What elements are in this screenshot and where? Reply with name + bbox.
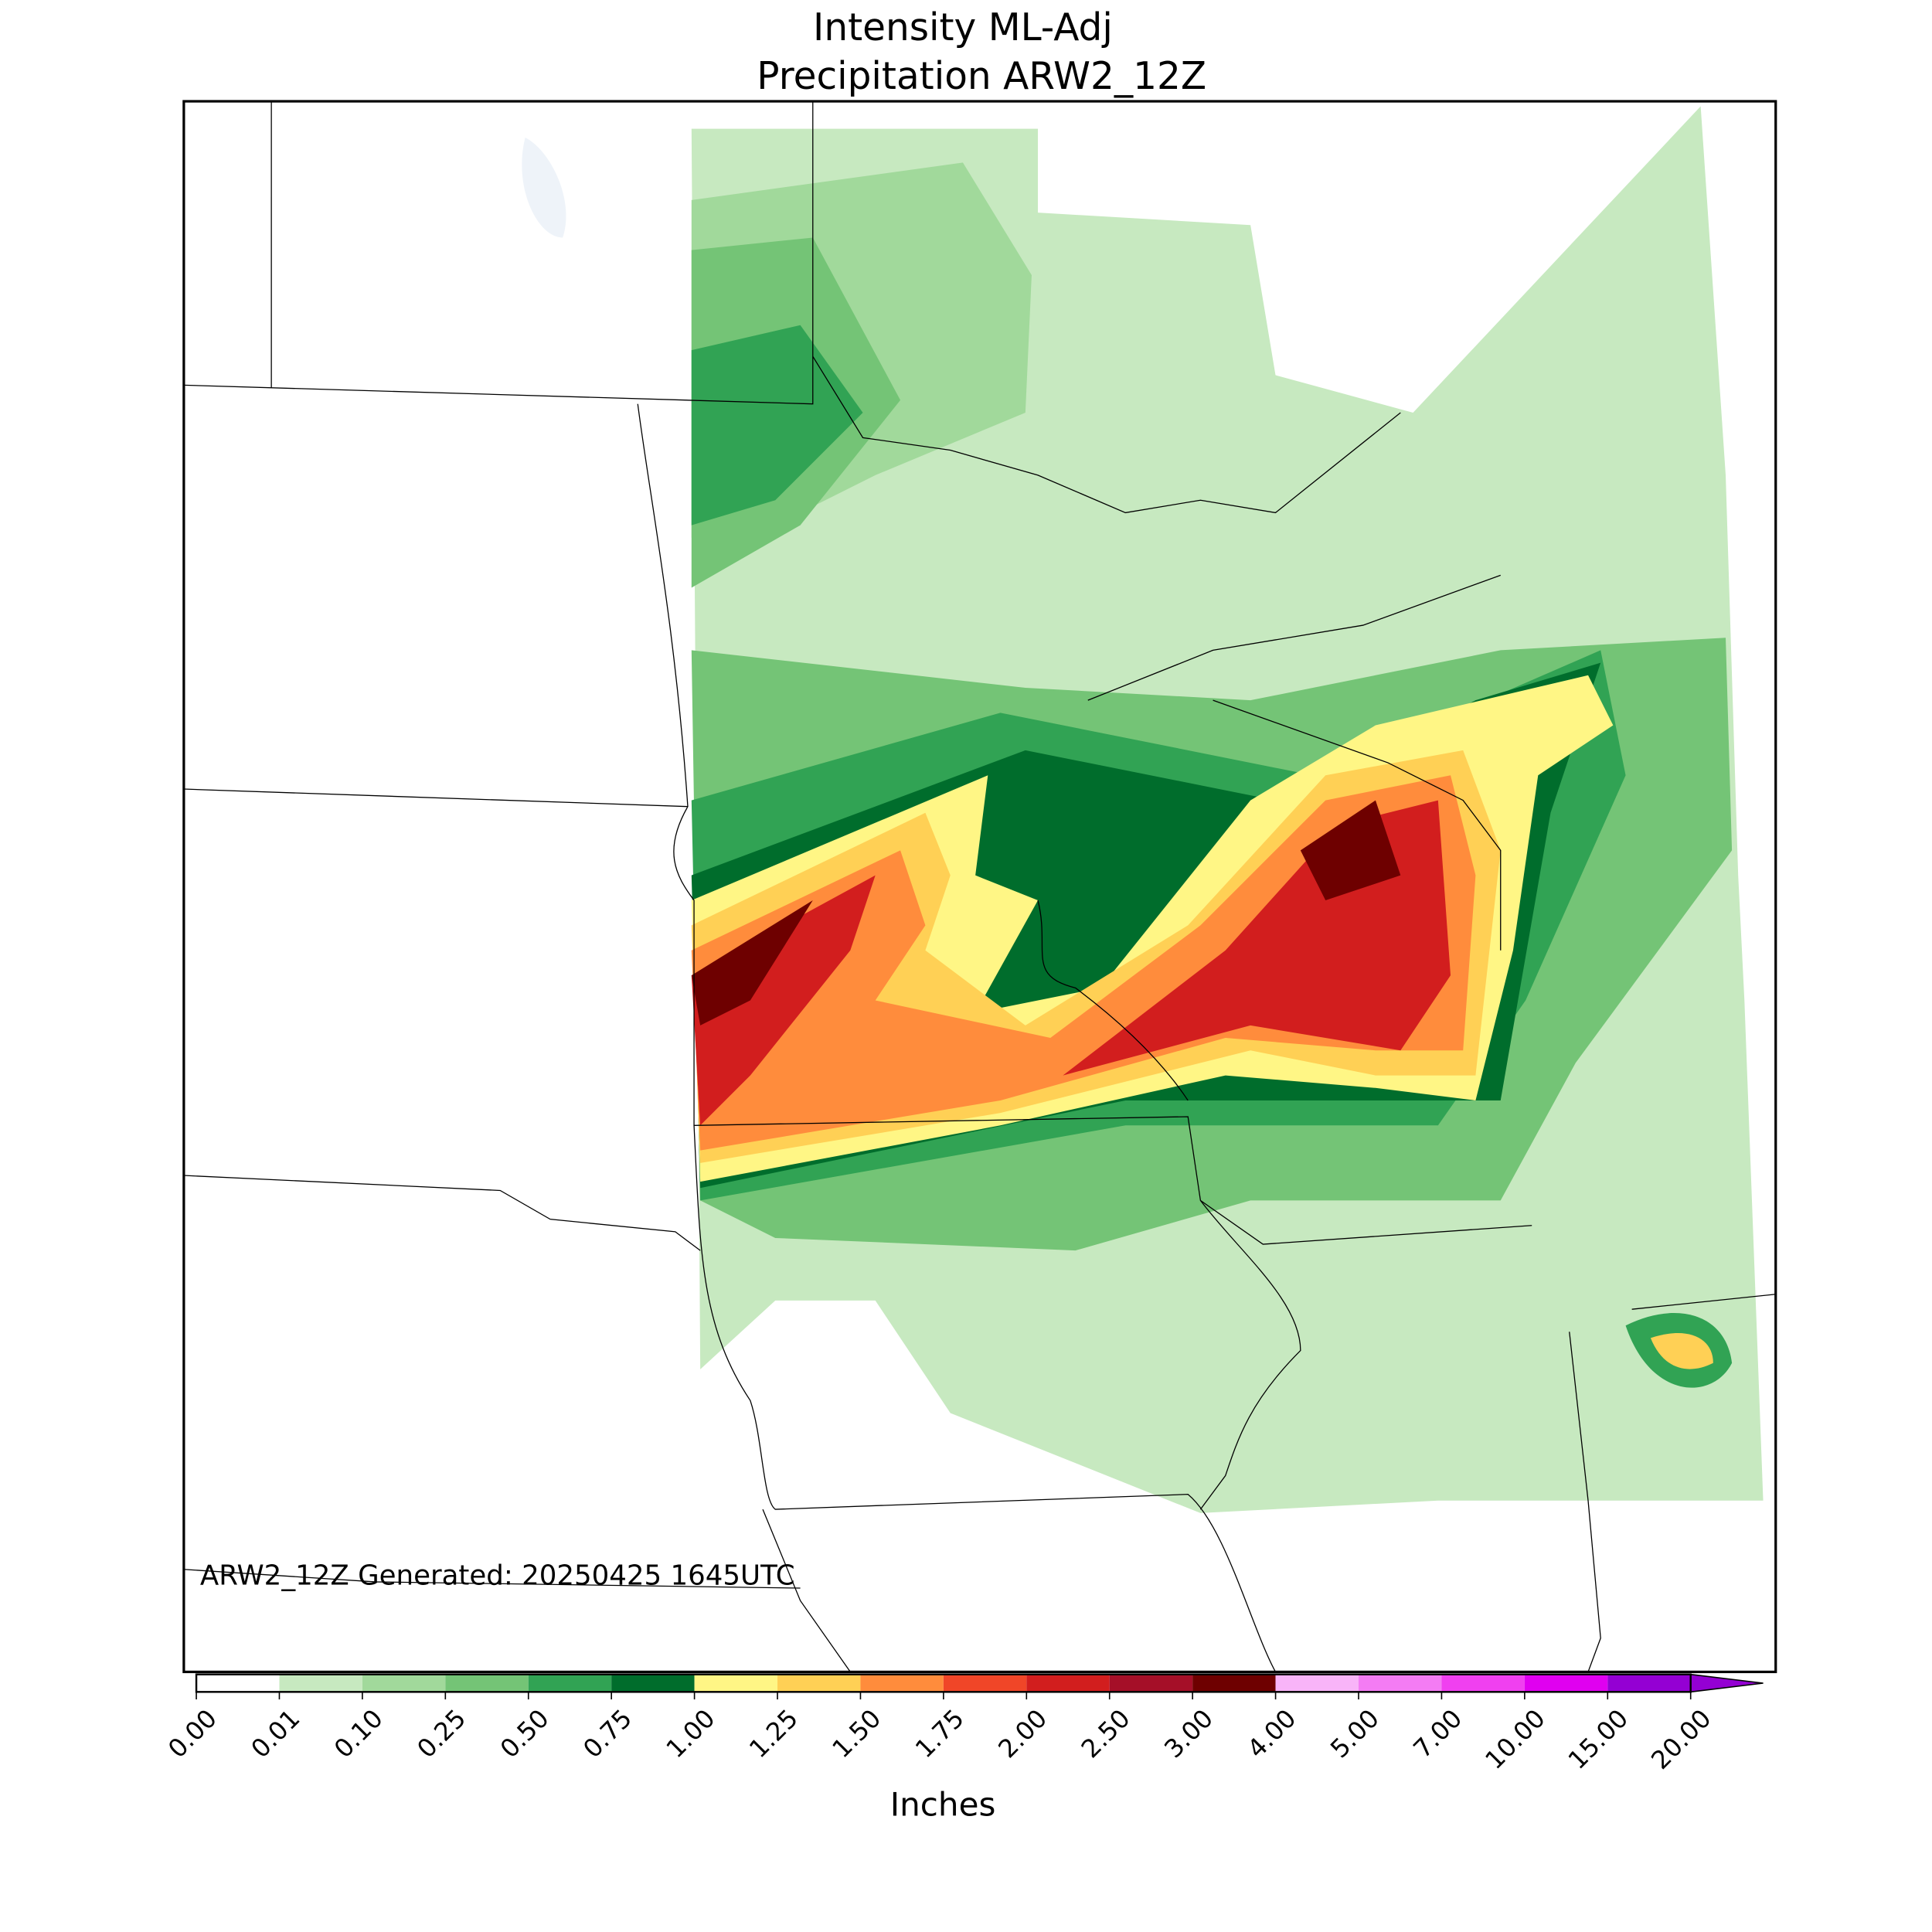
colorbar-segment [196, 1674, 280, 1692]
tick-label: 10.00 [1479, 1703, 1550, 1774]
colorbar-segment [1359, 1674, 1442, 1692]
colorbar-segment [1275, 1674, 1359, 1692]
tick-label: 1.50 [827, 1703, 887, 1764]
colorbar-segment [1607, 1674, 1691, 1692]
colorbar-segment [1192, 1674, 1276, 1692]
colorbar-label: Inches [890, 1786, 996, 1824]
tick-label: 0.10 [328, 1703, 389, 1764]
colorbar-segment [1524, 1674, 1608, 1692]
colorbar-segment [1441, 1674, 1525, 1692]
annotation: ARW2_12Z Generated: 20250425 1645UTC [200, 1560, 795, 1591]
tick-label: 1.25 [743, 1703, 804, 1764]
colorbar-segment [860, 1674, 944, 1692]
tick-label: 0.25 [411, 1703, 471, 1764]
colorbar-segment [611, 1674, 695, 1692]
colorbar-segment [445, 1674, 529, 1692]
colorbar-segment [362, 1674, 446, 1692]
map [183, 101, 1776, 1672]
colorbar-segment [694, 1674, 778, 1692]
map-frame [182, 100, 1777, 1674]
colorbar: 0.00 0.01 0.10 0.25 0.50 0.75 1.00 1.25 1.50 1.75… [162, 1673, 1764, 1775]
title-line: Precipitation ARW2_12Z [757, 55, 1206, 98]
title-line: Intensity ML-Adj [813, 6, 1113, 49]
tick-label: 0.00 [162, 1703, 223, 1764]
tick-label: 2.00 [992, 1703, 1053, 1764]
tick-label: 5.00 [1325, 1703, 1385, 1764]
colorbar-segment [943, 1674, 1027, 1692]
tick-label: 7.00 [1408, 1703, 1468, 1764]
tick-label: 4.00 [1242, 1703, 1302, 1764]
colorbar-extend [1689, 1673, 1764, 1693]
colorbar-segment [1026, 1674, 1110, 1692]
tick-label: 2.50 [1076, 1703, 1136, 1764]
tick-label: 20.00 [1645, 1703, 1716, 1774]
tick-label: 0.75 [577, 1703, 638, 1764]
colorbar-segment [777, 1674, 861, 1692]
colorbar-segment [1109, 1674, 1193, 1692]
colorbar-segment [279, 1674, 362, 1692]
tick-label: 3.00 [1158, 1703, 1219, 1764]
tick-label: 0.01 [246, 1703, 306, 1764]
tick-label: 1.00 [661, 1703, 721, 1764]
tick-label: 0.50 [495, 1703, 555, 1764]
colorbar-segment [528, 1674, 612, 1692]
tick-label: 15.00 [1563, 1703, 1634, 1774]
tick-label: 1.75 [910, 1703, 970, 1764]
